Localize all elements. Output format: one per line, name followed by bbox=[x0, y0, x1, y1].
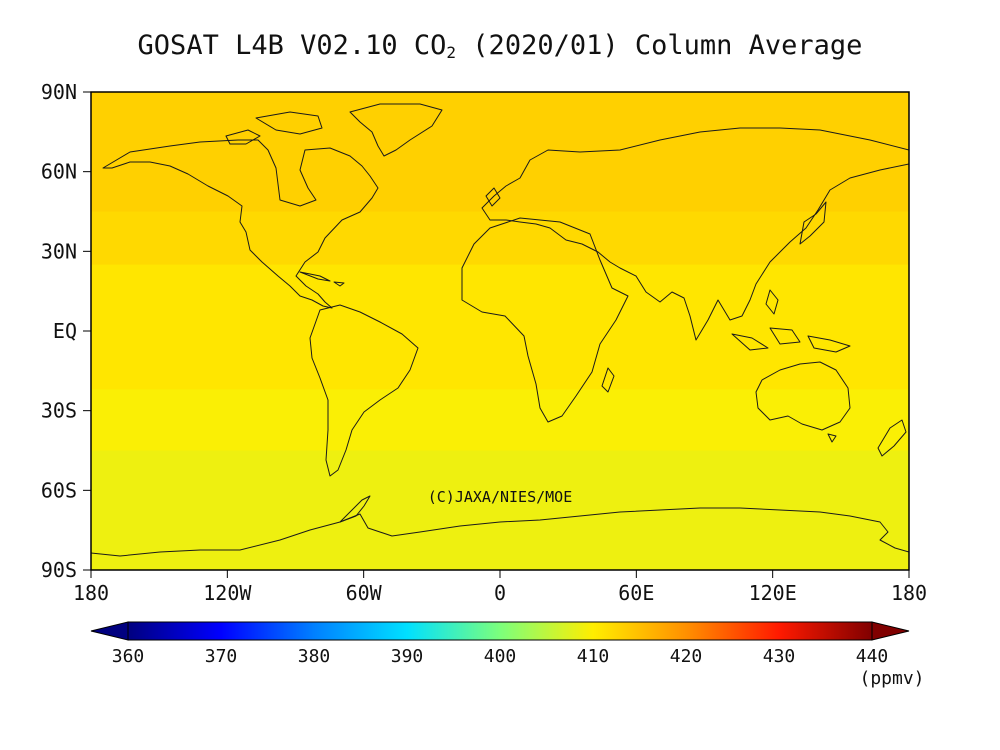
lat-tick-label: 60S bbox=[41, 478, 77, 502]
lat-tick-label: 30N bbox=[41, 239, 77, 263]
lat-tick-label: 30S bbox=[41, 399, 77, 423]
colorbar-tick-label: 430 bbox=[763, 646, 796, 667]
field-band-2 bbox=[91, 264, 909, 390]
colorbar-tick-label: 380 bbox=[298, 646, 331, 667]
colorbar-unit: (ppmv) bbox=[859, 668, 924, 689]
latitude-ticks: 90N 60N 30N EQ 30S 60S 90S bbox=[41, 80, 91, 582]
lat-tick-label: EQ bbox=[53, 319, 77, 343]
colorbar-tick-label: 420 bbox=[670, 646, 703, 667]
lon-tick-label: 0 bbox=[494, 581, 506, 605]
lon-tick-label: 60W bbox=[346, 581, 383, 605]
colorbar-right-arrow bbox=[871, 621, 910, 641]
chart-title: GOSAT L4B V02.10 CO2 (2020/01) Column Av… bbox=[138, 30, 863, 62]
lat-tick-label: 90S bbox=[41, 558, 77, 582]
colorbar-tick-label: 390 bbox=[391, 646, 424, 667]
lon-tick-label: 120E bbox=[749, 581, 797, 605]
copyright-credit: (C)JAXA/NIES/MOE bbox=[428, 488, 573, 506]
longitude-ticks: 180 120W 60W 0 60E 120E 180 bbox=[73, 570, 927, 605]
lon-tick-label: 60E bbox=[618, 581, 654, 605]
field-band-0 bbox=[91, 92, 909, 212]
colorbar-left-arrow bbox=[90, 621, 129, 641]
colorbar-tick-label: 440 bbox=[856, 646, 889, 667]
colorbar-tick-label: 410 bbox=[577, 646, 610, 667]
colorbar-tick-label: 370 bbox=[205, 646, 238, 667]
field-band-3 bbox=[91, 389, 909, 451]
colorbar-tick-label: 360 bbox=[112, 646, 145, 667]
lat-tick-label: 60N bbox=[41, 160, 77, 184]
lon-tick-label: 180 bbox=[73, 581, 109, 605]
lon-tick-label: 120W bbox=[203, 581, 252, 605]
coastlines bbox=[91, 103, 909, 557]
colorbar: 360 370 380 390 400 410 420 430 440 (ppmv) bbox=[90, 621, 925, 689]
colorbar-tick-label: 400 bbox=[484, 646, 517, 667]
lat-tick-label: 90N bbox=[41, 80, 77, 104]
colorbar-ramp bbox=[127, 621, 873, 641]
colorbar-tick-labels: 360 370 380 390 400 410 420 430 440 bbox=[112, 646, 889, 667]
lon-tick-label: 180 bbox=[891, 581, 927, 605]
